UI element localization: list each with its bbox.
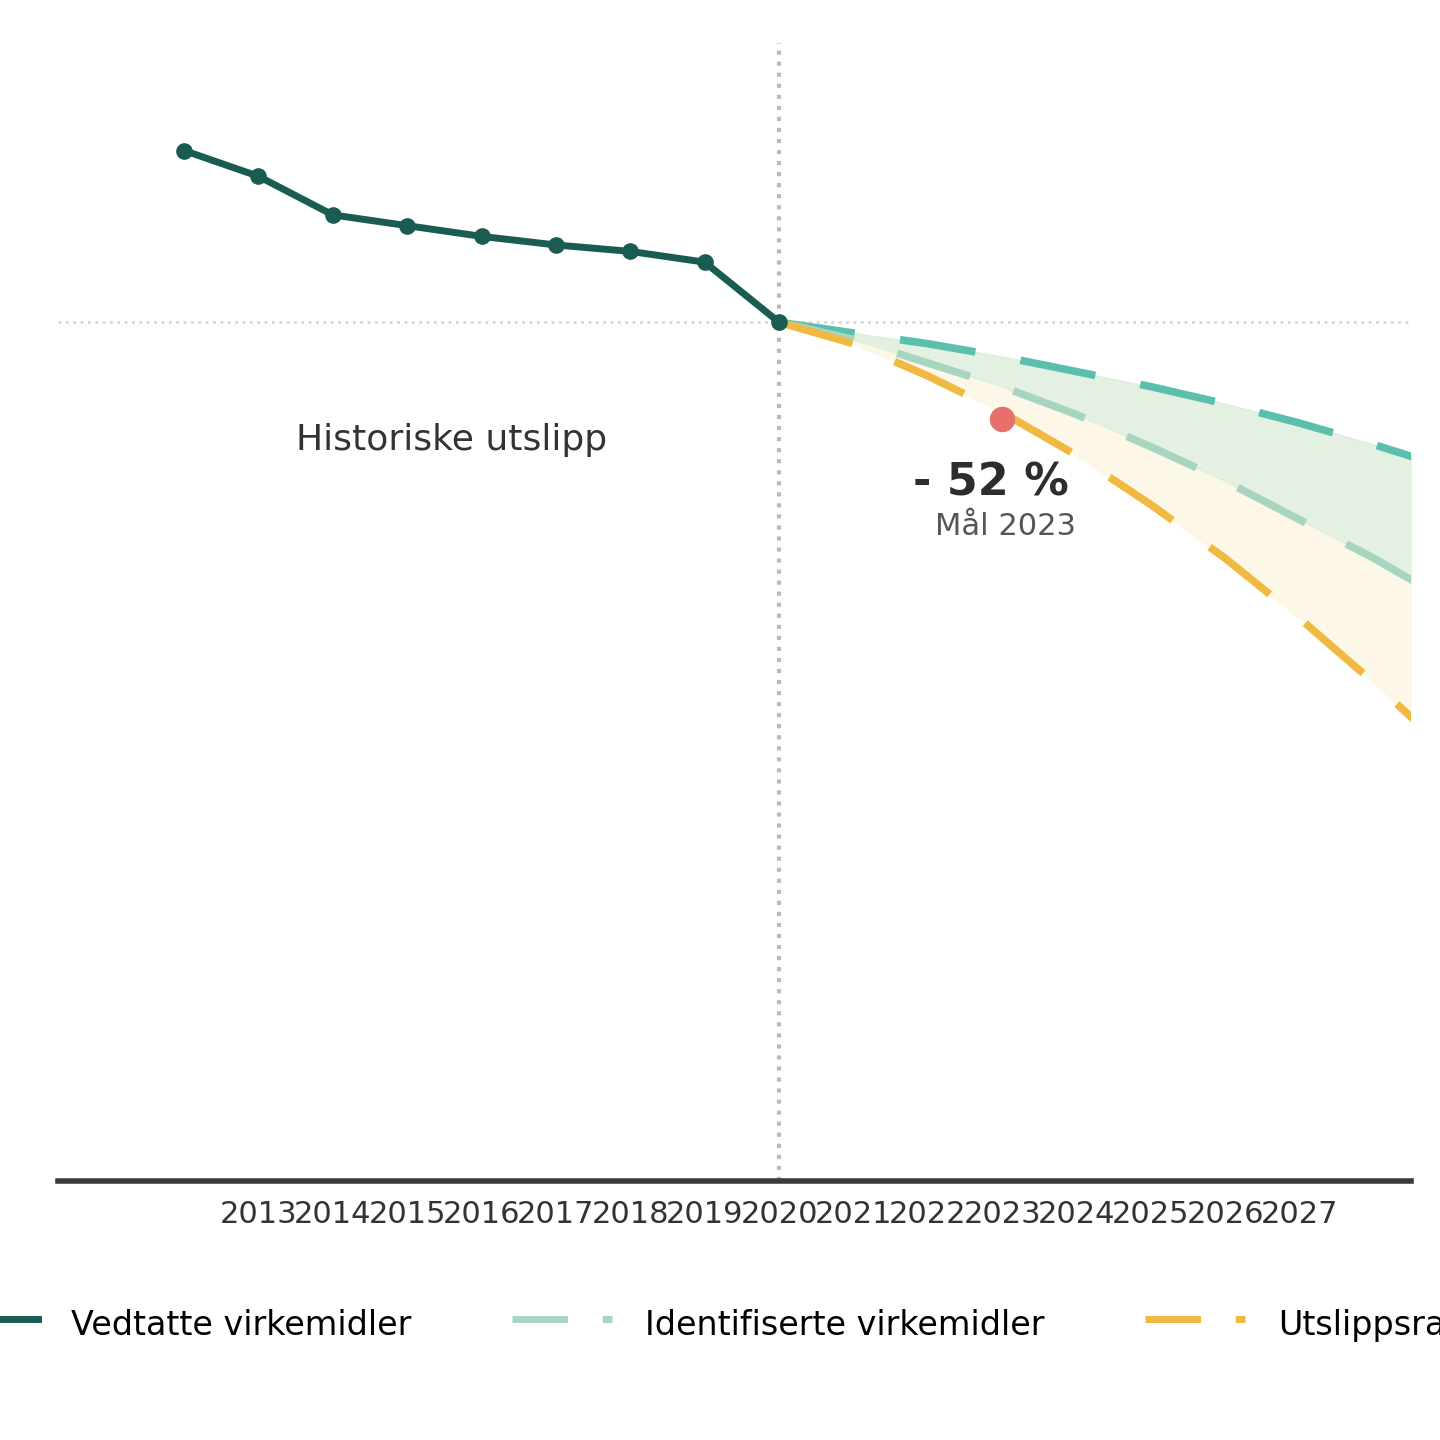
Legend: Vedtatte virkemidler, Identifiserte virkemidler, Utslippsramme: Vedtatte virkemidler, Identifiserte virk… xyxy=(0,1290,1440,1358)
Text: Historiske utslipp: Historiske utslipp xyxy=(295,423,606,458)
Text: - 52 %: - 52 % xyxy=(913,462,1068,504)
Point xyxy=(991,408,1014,431)
Text: Mål 2023: Mål 2023 xyxy=(935,511,1076,540)
